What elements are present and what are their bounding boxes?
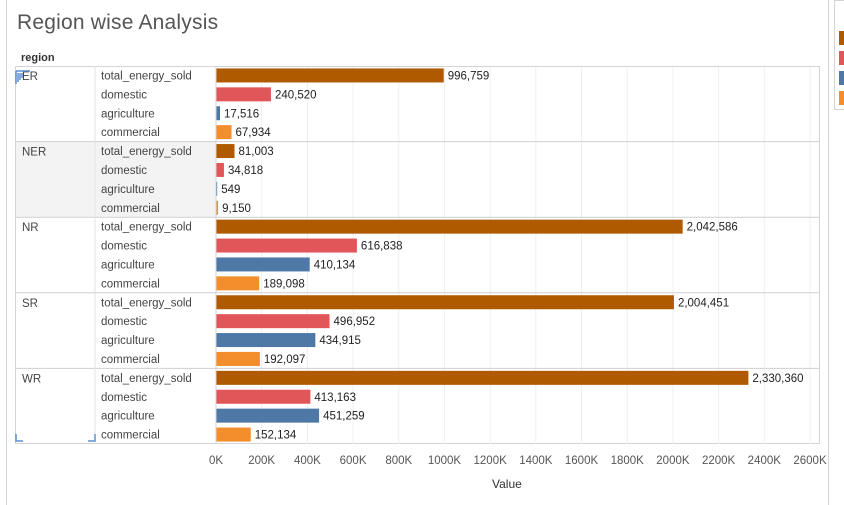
x-tick-label: 2600K xyxy=(793,455,827,467)
measure-label: agriculture xyxy=(101,184,155,196)
bar-ner-total-energy-sold[interactable] xyxy=(216,144,235,159)
x-tick-label: 400K xyxy=(294,455,321,467)
x-tick-label: 1600K xyxy=(565,455,599,467)
data-label: 2,042,586 xyxy=(687,222,738,234)
x-tick-label: 600K xyxy=(340,455,367,467)
legend-panel[interactable] xyxy=(834,0,844,110)
measure-label: total_energy_sold xyxy=(101,373,192,385)
measure-label: commercial xyxy=(101,354,160,366)
region-highlight xyxy=(16,142,95,217)
data-label: 34,818 xyxy=(228,165,263,177)
data-label: 2,004,451 xyxy=(678,297,729,309)
region-label: NER xyxy=(22,147,46,159)
region-label: ER xyxy=(22,71,38,83)
data-label: 192,097 xyxy=(264,354,306,366)
measure-label: domestic xyxy=(101,89,147,101)
row-header-region[interactable]: region xyxy=(21,52,55,64)
x-tick-label: 2000K xyxy=(656,455,690,467)
data-label: 996,759 xyxy=(448,70,490,82)
bar-nr-total-energy-sold[interactable] xyxy=(216,219,683,234)
measure-label: domestic xyxy=(101,165,147,177)
region-label: NR xyxy=(22,222,39,234)
bar-sr-domestic[interactable] xyxy=(216,314,330,329)
data-label: 9,150 xyxy=(222,203,251,215)
measure-label: total_energy_sold xyxy=(101,297,192,309)
bar-sr-total-energy-sold[interactable] xyxy=(216,295,674,310)
data-label: 413,163 xyxy=(314,392,356,404)
x-tick-label: 2400K xyxy=(748,455,782,467)
data-label: 152,134 xyxy=(255,430,297,442)
x-tick-label: 1200K xyxy=(474,455,508,467)
bar-nr-commercial[interactable] xyxy=(216,276,260,291)
bar-nr-agriculture[interactable] xyxy=(216,257,310,272)
x-axis-title: Value xyxy=(492,477,522,491)
bar-er-domestic[interactable] xyxy=(216,87,271,102)
dashboard-right-border xyxy=(828,0,829,505)
bar-ner-agriculture[interactable] xyxy=(216,181,218,196)
data-label: 616,838 xyxy=(361,241,403,253)
bar-wr-agriculture[interactable] xyxy=(216,408,320,423)
measure-label: total_energy_sold xyxy=(101,146,192,158)
x-tick-label: 1000K xyxy=(428,455,462,467)
page-title: Region wise Analysis xyxy=(17,11,219,34)
measure-label: agriculture xyxy=(101,335,155,347)
selection-handle-top-left[interactable] xyxy=(15,70,30,84)
chart-area xyxy=(15,66,820,444)
bar-ner-domestic[interactable] xyxy=(216,162,224,177)
bar-sr-agriculture[interactable] xyxy=(216,333,316,348)
x-tick-label: 1800K xyxy=(611,455,645,467)
measure-label: commercial xyxy=(101,203,160,215)
legend-swatch-commercial[interactable] xyxy=(839,91,844,105)
measure-label: total_energy_sold xyxy=(101,222,192,234)
data-label: 17,516 xyxy=(224,108,259,120)
region-label: WR xyxy=(22,373,41,385)
data-label: 451,259 xyxy=(323,411,365,423)
data-label: 410,134 xyxy=(314,259,356,271)
region-label: SR xyxy=(22,298,38,310)
data-label: 434,915 xyxy=(319,335,361,347)
bar-er-total-energy-sold[interactable] xyxy=(216,68,444,83)
bar-wr-domestic[interactable] xyxy=(216,389,311,404)
measure-label: domestic xyxy=(101,241,147,253)
data-label: 549 xyxy=(221,184,240,196)
data-label: 496,952 xyxy=(334,316,376,328)
bar-wr-total-energy-sold[interactable] xyxy=(216,370,749,385)
x-tick-label: 2200K xyxy=(702,455,736,467)
measure-label: agriculture xyxy=(101,411,155,423)
measure-label: domestic xyxy=(101,316,147,328)
measure-label: agriculture xyxy=(101,259,155,271)
bar-nr-domestic[interactable] xyxy=(216,238,357,253)
bar-er-agriculture[interactable] xyxy=(216,106,221,121)
legend-swatch-domestic[interactable] xyxy=(839,51,844,65)
data-label: 189,098 xyxy=(263,278,305,290)
bar-sr-commercial[interactable] xyxy=(216,351,260,366)
measure-highlight xyxy=(95,142,216,217)
measure-label: agriculture xyxy=(101,108,155,120)
data-label: 67,934 xyxy=(236,127,272,139)
data-label: 81,003 xyxy=(239,146,274,158)
measure-label: commercial xyxy=(101,278,160,290)
measure-label: commercial xyxy=(101,430,160,442)
measure-label: total_energy_sold xyxy=(101,70,192,82)
x-tick-label: 200K xyxy=(248,455,275,467)
x-tick-label: 1400K xyxy=(519,455,553,467)
data-label: 2,330,360 xyxy=(752,373,803,385)
data-label: 240,520 xyxy=(275,89,317,101)
dashboard-left-border xyxy=(6,0,7,505)
x-tick-label: 800K xyxy=(385,455,412,467)
measure-label: commercial xyxy=(101,127,160,139)
legend-swatch-agriculture[interactable] xyxy=(839,71,844,85)
selection-handle-bottom[interactable] xyxy=(15,434,96,442)
bar-wr-commercial[interactable] xyxy=(216,427,251,442)
measure-label: domestic xyxy=(101,392,147,404)
bar-ner-commercial[interactable] xyxy=(216,200,219,215)
x-tick-label: 0K xyxy=(209,455,223,467)
bar-er-commercial[interactable] xyxy=(216,125,232,140)
legend-swatch-total-energy-sold[interactable] xyxy=(839,31,844,45)
